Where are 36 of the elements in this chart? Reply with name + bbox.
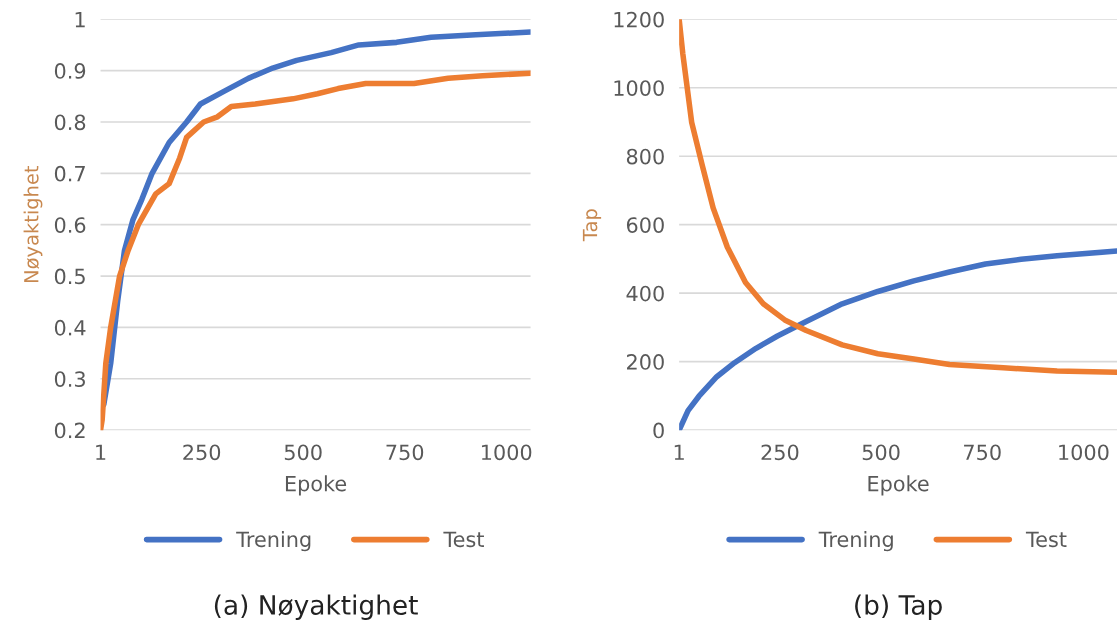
y-axis-title: Nøyaktighet	[23, 165, 43, 282]
y-tick-label: 400	[626, 285, 664, 302]
x-tick-label: 750	[964, 444, 1001, 461]
legend-label: Trening	[236, 531, 311, 552]
y-tick-label: 0.3	[54, 371, 85, 387]
y-tick-label: 1	[75, 11, 85, 28]
legend-label: Test	[1025, 531, 1067, 548]
x-axis-title: Epoke	[285, 475, 347, 496]
y-tick-label: 0.9	[54, 63, 86, 79]
x-tick-label: 1	[96, 444, 106, 460]
y-tick-label: 1000	[614, 80, 664, 96]
legend-label: Trening	[818, 531, 893, 552]
y-tick-label: 0.2	[54, 422, 85, 439]
x-tick-label: 500	[862, 444, 900, 461]
x-tick-label: 750	[386, 444, 424, 461]
x-tick-label: 250	[183, 444, 221, 461]
y-tick-label: 800	[626, 148, 664, 165]
y-tick-label: 0.7	[54, 165, 85, 182]
y-tick-label: 0.4	[54, 319, 86, 336]
x-axis-title: Epoke	[868, 475, 929, 496]
text: (b) Tap	[855, 594, 942, 621]
y-tick-label: 0.5	[54, 268, 85, 285]
y-tick-label: 600	[626, 217, 664, 233]
x-tick-label: 1000	[481, 444, 532, 461]
y-tick-label: 0	[653, 422, 664, 439]
y-axis-title: Tap	[582, 209, 602, 242]
y-tick-label: 1200	[614, 11, 664, 28]
y-tick-label: 200	[627, 354, 664, 370]
y-tick-label: 0.6	[54, 217, 86, 233]
x-tick-label: 250	[761, 444, 799, 461]
x-tick-label: 500	[284, 444, 322, 461]
text: (a) Nøyaktighet	[214, 594, 418, 621]
legend-label: Test	[443, 531, 484, 548]
x-tick-label: 1000	[1059, 444, 1109, 461]
y-tick-label: 0.8	[54, 114, 86, 131]
x-tick-label: 1	[674, 444, 684, 460]
